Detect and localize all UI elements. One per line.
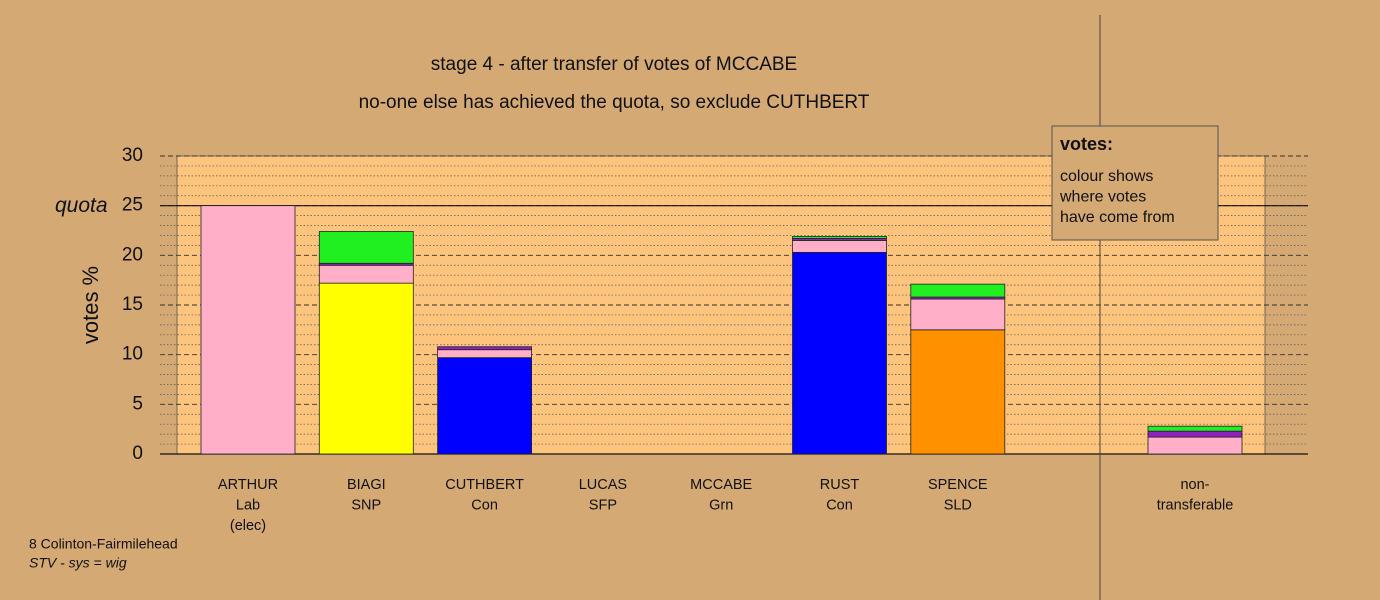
x-tick-label: SFP	[589, 497, 617, 513]
bar-segment	[437, 346, 533, 351]
x-tick-label: SNP	[351, 497, 381, 513]
bar-segment	[200, 205, 296, 455]
x-tick-label: (elec)	[230, 518, 266, 534]
bar-segment	[910, 329, 1006, 455]
x-tick-label: SLD	[944, 497, 972, 513]
y-tick-label: 15	[122, 294, 143, 315]
legend-text: have come from	[1060, 209, 1175, 226]
bar-segment	[437, 349, 533, 359]
x-tick-label: MCCABE	[690, 477, 752, 493]
x-tick-label: Grn	[709, 497, 733, 513]
bar-segment	[792, 240, 887, 253]
y-tick-label: 5	[132, 393, 143, 414]
y-tick-label: 20	[122, 244, 143, 265]
x-tick-label: Con	[471, 497, 498, 513]
bar-segment	[1147, 425, 1243, 432]
x-tick-label: Lab	[236, 497, 260, 513]
legend-box	[1051, 125, 1219, 241]
y-tick-label: 10	[122, 344, 143, 365]
x-tick-label: transferable	[1157, 497, 1234, 513]
quota-label: quota	[55, 194, 108, 217]
legend-text: colour shows	[1060, 168, 1153, 185]
x-tick-label: LUCAS	[579, 477, 627, 493]
bar-segment	[318, 264, 414, 284]
x-tick-label: RUST	[820, 477, 860, 493]
footer-line: STV - sys = wig	[29, 555, 127, 571]
x-tick-label: non-	[1180, 477, 1209, 493]
bar-segment	[792, 236, 887, 239]
y-tick-label: 30	[122, 145, 143, 166]
legend-text: where votes	[1059, 189, 1146, 206]
chart-subtitle: no-one else has achieved the quota, so e…	[359, 92, 870, 113]
legend-title: votes:	[1060, 134, 1113, 154]
bar-segment	[1147, 436, 1243, 455]
y-tick-label: 25	[122, 195, 143, 216]
bar-segment	[1147, 430, 1243, 438]
bar-segment	[910, 298, 1006, 331]
x-tick-label: ARTHUR	[218, 477, 278, 493]
y-axis-label: votes %	[78, 266, 103, 344]
chart-title: stage 4 - after transfer of votes of MCC…	[431, 54, 797, 75]
y-tick-label: 0	[132, 443, 143, 464]
bar-segment	[437, 357, 533, 455]
x-tick-label: Con	[826, 497, 853, 513]
bar-segment	[792, 251, 887, 455]
x-tick-label: SPENCE	[928, 477, 988, 493]
bar-segment	[318, 231, 414, 264]
x-tick-label: BIAGI	[347, 477, 386, 493]
bar-segment	[318, 282, 414, 455]
x-tick-label: CUTHBERT	[445, 477, 524, 493]
footer-line: 8 Colinton-Fairmilehead	[29, 536, 178, 552]
bar-segment	[910, 283, 1006, 298]
